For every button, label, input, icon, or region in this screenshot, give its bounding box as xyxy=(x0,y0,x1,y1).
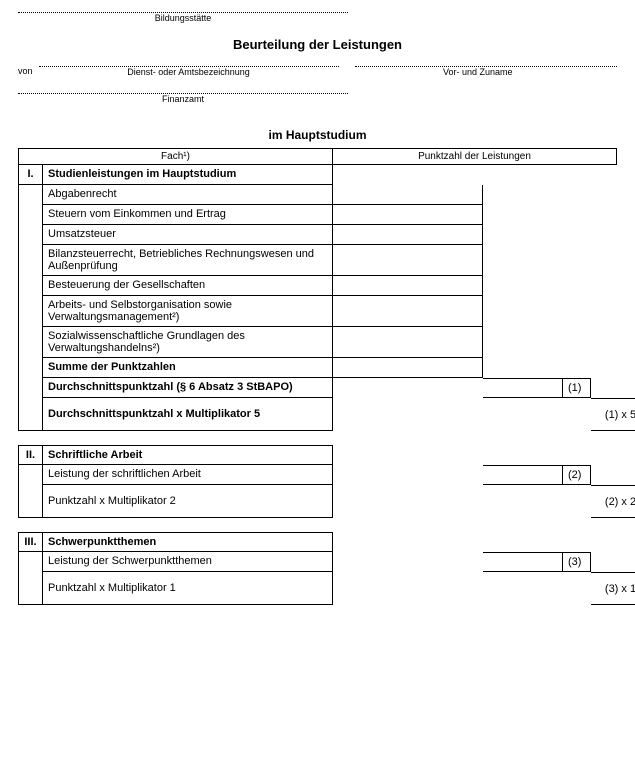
bildungsstaette-label: Bildungsstätte xyxy=(18,13,348,23)
column-header-row: Fach¹) Punktzahl der Leistungen xyxy=(18,148,617,165)
row3-ref: (3) xyxy=(563,552,591,572)
avg-label: Durchschnittspunktzahl (§ 6 Absatz 3 StB… xyxy=(43,378,333,398)
section-1-heading: Studienleistungen im Hauptstudium xyxy=(43,165,333,185)
table-row: Leistung der schriftlichen Arbeit xyxy=(43,465,333,485)
mult2-label: Punktzahl x Multiplikator 2 xyxy=(43,485,333,518)
finanzamt-label: Finanzamt xyxy=(18,94,348,104)
section-2: II. Schriftliche Arbeit Leistung der sch… xyxy=(18,445,617,518)
table-row: Arbeits- und Selbstorganisation sowie Ve… xyxy=(43,296,333,327)
von-label: von xyxy=(18,66,33,76)
sum-label: Summe der Punktzahlen xyxy=(43,358,333,378)
table-row: Umsatzsteuer xyxy=(43,225,333,245)
name-label: Vor- und Zuname xyxy=(339,67,617,77)
mult2-ref: (2) x 2 xyxy=(591,485,635,518)
avg-ref: (1) xyxy=(563,378,591,398)
finanzamt-field: Finanzamt xyxy=(18,93,348,104)
section-3-heading: Schwerpunktthemen xyxy=(43,532,333,552)
col-punktzahl: Punktzahl der Leistungen xyxy=(333,149,617,165)
row2-ref: (2) xyxy=(563,465,591,485)
section-3: III. Schwerpunktthemen Leistung der Schw… xyxy=(18,532,617,605)
page-title: Beurteilung der Leistungen xyxy=(18,37,617,52)
table-row: Besteuerung der Gesellschaften xyxy=(43,276,333,296)
table-row: Sozialwissenschaftliche Grundlagen des V… xyxy=(43,327,333,358)
section-1: I. Studienleistungen im Hauptstudium Abg… xyxy=(18,165,617,431)
section-3-num: III. xyxy=(19,532,43,552)
table-row: Bilanzsteuerrecht, Betriebliches Rechnun… xyxy=(43,245,333,276)
table-row: Abgabenrecht xyxy=(43,185,333,205)
col-fach: Fach¹) xyxy=(19,149,333,165)
mult1-label: Durchschnittspunktzahl x Multiplikator 5 xyxy=(43,398,333,431)
mult3-ref: (3) x 1 xyxy=(591,572,635,605)
von-field: von Dienst- oder Amtsbezeichnung Vor- un… xyxy=(18,66,617,77)
mult3-label: Punktzahl x Multiplikator 1 xyxy=(43,572,333,605)
table-row: Leistung der Schwerpunktthemen xyxy=(43,552,333,572)
section-title: im Hauptstudium xyxy=(18,128,617,142)
bildungsstaette-field: Bildungsstätte xyxy=(18,12,348,23)
section-2-heading: Schriftliche Arbeit xyxy=(43,445,333,465)
section-1-num: I. xyxy=(19,165,43,185)
mult1-ref: (1) x 5 xyxy=(591,398,635,431)
table-row: Steuern vom Einkommen und Ertrag xyxy=(43,205,333,225)
section-2-num: II. xyxy=(19,445,43,465)
dienst-label: Dienst- oder Amtsbezeichnung xyxy=(39,67,339,77)
